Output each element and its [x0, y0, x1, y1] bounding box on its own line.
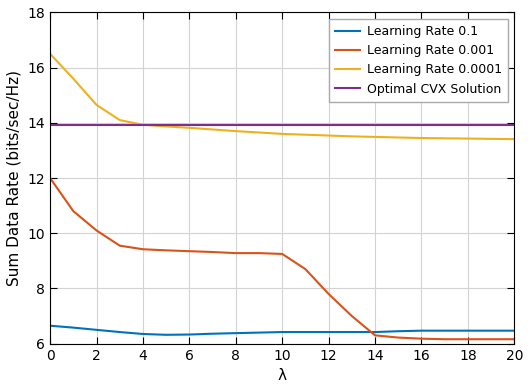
- Learning Rate 0.0001: [395, 135, 401, 140]
- Learning Rate 0.0001: [209, 127, 216, 132]
- Learning Rate 0.001: [256, 251, 262, 255]
- Learning Rate 0.001: [93, 228, 100, 233]
- Learning Rate 0.1: [488, 328, 494, 333]
- Learning Rate 0.0001: [47, 51, 54, 56]
- Line: Learning Rate 0.0001: Learning Rate 0.0001: [50, 54, 514, 139]
- Learning Rate 0.0001: [349, 134, 355, 139]
- Learning Rate 0.0001: [465, 136, 471, 141]
- Learning Rate 0.0001: [93, 103, 100, 107]
- Learning Rate 0.0001: [140, 122, 146, 127]
- Learning Rate 0.001: [233, 251, 239, 255]
- Learning Rate 0.1: [372, 330, 378, 334]
- Learning Rate 0.0001: [325, 133, 332, 138]
- Learning Rate 0.001: [117, 243, 123, 248]
- Learning Rate 0.001: [465, 337, 471, 342]
- Learning Rate 0.001: [186, 249, 192, 254]
- Learning Rate 0.001: [163, 248, 170, 253]
- Learning Rate 0.1: [395, 329, 401, 333]
- Learning Rate 0.0001: [117, 118, 123, 122]
- Learning Rate 0.1: [163, 332, 170, 337]
- Learning Rate 0.1: [209, 332, 216, 336]
- Learning Rate 0.1: [349, 330, 355, 334]
- Learning Rate 0.0001: [511, 137, 517, 142]
- Learning Rate 0.001: [279, 252, 285, 256]
- Learning Rate 0.001: [395, 335, 401, 340]
- Learning Rate 0.0001: [256, 130, 262, 135]
- Learning Rate 0.1: [256, 330, 262, 335]
- Learning Rate 0.1: [465, 328, 471, 333]
- Learning Rate 0.1: [511, 328, 517, 333]
- Learning Rate 0.001: [511, 337, 517, 342]
- Learning Rate 0.0001: [233, 129, 239, 133]
- Learning Rate 0.1: [117, 330, 123, 334]
- Learning Rate 0.001: [47, 176, 54, 181]
- Optimal CVX Solution: [70, 122, 76, 127]
- Learning Rate 0.0001: [372, 135, 378, 139]
- Learning Rate 0.1: [47, 323, 54, 328]
- X-axis label: λ: λ: [278, 368, 287, 383]
- Learning Rate 0.001: [418, 336, 425, 341]
- Learning Rate 0.1: [186, 332, 192, 337]
- Y-axis label: Sum Data Rate (bits/sec/Hz): Sum Data Rate (bits/sec/Hz): [7, 70, 22, 286]
- Learning Rate 0.0001: [302, 132, 308, 137]
- Learning Rate 0.001: [209, 250, 216, 254]
- Learning Rate 0.0001: [186, 126, 192, 130]
- Learning Rate 0.1: [93, 328, 100, 332]
- Learning Rate 0.0001: [418, 136, 425, 140]
- Line: Learning Rate 0.001: Learning Rate 0.001: [50, 178, 514, 339]
- Learning Rate 0.001: [372, 333, 378, 338]
- Learning Rate 0.1: [418, 328, 425, 333]
- Learning Rate 0.1: [279, 330, 285, 334]
- Optimal CVX Solution: [47, 122, 54, 127]
- Learning Rate 0.001: [441, 337, 448, 342]
- Learning Rate 0.001: [302, 267, 308, 271]
- Learning Rate 0.1: [233, 331, 239, 335]
- Learning Rate 0.1: [441, 328, 448, 333]
- Legend: Learning Rate 0.1, Learning Rate 0.001, Learning Rate 0.0001, Optimal CVX Soluti: Learning Rate 0.1, Learning Rate 0.001, …: [329, 19, 508, 102]
- Learning Rate 0.001: [140, 247, 146, 252]
- Learning Rate 0.0001: [279, 131, 285, 136]
- Learning Rate 0.0001: [488, 136, 494, 141]
- Learning Rate 0.001: [325, 292, 332, 296]
- Learning Rate 0.0001: [163, 124, 170, 129]
- Learning Rate 0.001: [70, 209, 76, 213]
- Learning Rate 0.0001: [70, 76, 76, 81]
- Learning Rate 0.1: [140, 332, 146, 336]
- Learning Rate 0.1: [302, 330, 308, 334]
- Learning Rate 0.1: [70, 325, 76, 330]
- Learning Rate 0.001: [349, 314, 355, 318]
- Learning Rate 0.001: [488, 337, 494, 342]
- Line: Learning Rate 0.1: Learning Rate 0.1: [50, 326, 514, 335]
- Learning Rate 0.1: [325, 330, 332, 334]
- Learning Rate 0.0001: [441, 136, 448, 141]
